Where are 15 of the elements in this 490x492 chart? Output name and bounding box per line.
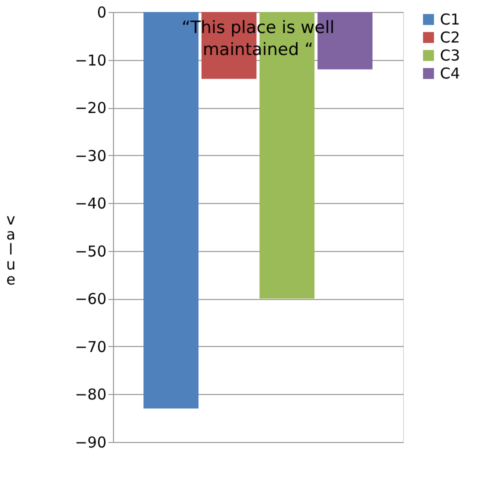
legend-label: C1	[440, 10, 460, 28]
y-tick-label: −50	[74, 242, 106, 260]
y-tick-label: −10	[74, 51, 106, 70]
y-tick-label: −90	[74, 434, 106, 452]
y-tick-label: −60	[74, 290, 106, 308]
legend-label: C3	[440, 46, 460, 64]
y-tick-label: −70	[74, 338, 106, 356]
y-tick-label: −40	[74, 194, 106, 213]
legend-label: C4	[440, 64, 460, 82]
y-tick-label: −80	[74, 386, 106, 404]
y-tick-label: −20	[74, 99, 106, 118]
y-axis-title: value	[6, 210, 16, 288]
y-tick-label: −30	[74, 146, 106, 165]
legend-label: C2	[440, 28, 460, 46]
y-tick-label: 0	[96, 4, 106, 22]
